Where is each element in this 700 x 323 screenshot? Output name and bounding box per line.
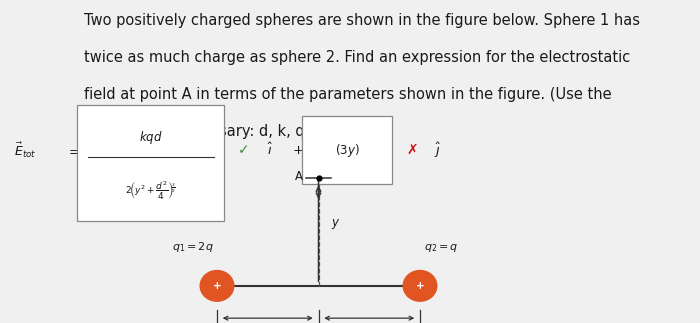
Text: $+$: $+$ [292, 144, 304, 157]
Text: +: + [213, 281, 221, 291]
Text: field at point A in terms of the parameters shown in the figure. (Use the: field at point A in terms of the paramet… [84, 87, 612, 102]
Text: A: A [295, 170, 303, 183]
Text: $kqd$: $kqd$ [139, 129, 162, 146]
Text: ✓: ✓ [238, 143, 250, 157]
Text: $2\!\left(y^2+\dfrac{d^2}{4}\right)^{\!\!\frac{3}{2}}$: $2\!\left(y^2+\dfrac{d^2}{4}\right)^{\!\… [125, 180, 176, 202]
Ellipse shape [403, 270, 437, 301]
Text: twice as much charge as sphere 2. Find an expression for the electrostatic: twice as much charge as sphere 2. Find a… [84, 50, 630, 65]
FancyBboxPatch shape [302, 116, 392, 184]
Text: y: y [331, 216, 338, 229]
Ellipse shape [200, 270, 234, 301]
FancyBboxPatch shape [77, 105, 224, 221]
Text: $\hat{\imath}$: $\hat{\imath}$ [267, 142, 274, 158]
Text: $=$: $=$ [66, 144, 80, 157]
Text: $q_1 = 2q$: $q_1 = 2q$ [172, 240, 214, 254]
Text: +: + [416, 281, 424, 291]
Text: Two positively charged spheres are shown in the figure below. Sphere 1 has: Two positively charged spheres are shown… [84, 13, 640, 28]
Text: following as necessary: d, k, q, and y.): following as necessary: d, k, q, and y.) [84, 124, 363, 139]
Text: $(3y)$: $(3y)$ [335, 142, 360, 159]
Text: $\hat{\jmath}$: $\hat{\jmath}$ [434, 141, 442, 160]
Text: $q_2 = q$: $q_2 = q$ [424, 242, 458, 254]
Text: ✗: ✗ [406, 143, 418, 157]
Text: $\vec{E}_{tot}$: $\vec{E}_{tot}$ [14, 141, 36, 160]
